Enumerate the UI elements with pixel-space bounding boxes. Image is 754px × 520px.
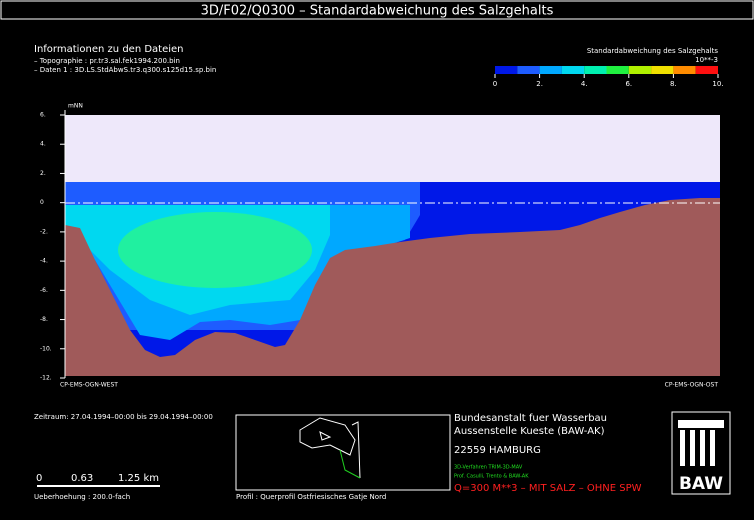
section-end: CP-EMS-OGN-WEST [60,382,118,389]
model: Prof. Casulli, Trento & BAW-AK [454,474,529,480]
map-box [235,414,451,491]
colorbar-segment [584,66,607,74]
y-tick-label: -10. [40,345,52,352]
colorbar-segment [695,66,718,74]
profile: Profil : Querprofil Ostfriesisches Gatje… [236,493,386,501]
colorbar-unit: 10**-3 [695,56,718,64]
chart-title: 3D/F02/Q0300 – Standardabweichung des Sa… [201,4,554,19]
y-tick-label: 6. [40,112,46,119]
colorbar-segment [673,66,696,74]
colorbar-segment [651,66,674,74]
y-axis-label: mNN [68,103,83,110]
y-tick-label: -4. [40,258,48,265]
exaggeration: Ueberhoehung : 200.0-fach [34,493,130,501]
colorbar-segment [495,66,518,74]
colorbar-segment [606,66,629,74]
logo-text: BAW [679,474,723,494]
logo-mark [678,420,724,466]
institute: Bundesanstalt fuer Wasserbau [454,413,607,424]
y-tick-label: 2. [40,170,46,177]
title-box [0,0,754,20]
colorbar-tick-label: 8. [670,80,677,88]
section-end: CP-EMS-OGN-OST [665,382,719,389]
y-tick-label: -2. [40,228,48,235]
colorbar-segment [628,66,652,74]
colorbar-tick-label: 10. [712,80,723,88]
y-tick-label: 0 [40,199,44,206]
institute: Aussenstelle Kueste (BAW-AK) [454,426,605,437]
institute: 22559 HAMBURG [454,445,541,456]
colorbar-segment [539,66,562,74]
y-tick-label: -6. [40,287,48,294]
scale-label: 0.63 [71,473,93,484]
colorbar-tick-label: 2. [536,80,543,88]
colorbar-segment [517,66,540,74]
period: Zeitraum: 27.04.1994–00:00 bis 29.04.199… [34,413,213,421]
region [118,212,312,288]
model: 3D-Verfahren TRIM-3D-MAV [454,465,523,471]
y-tick-label: -12. [40,375,52,382]
plot-area [65,115,720,376]
colorbar-tick-label: 0 [493,80,497,88]
scenario: Q=300 M**3 – MIT SALZ – OHNE SPW [454,483,642,494]
logo: BAW [671,411,731,495]
colorbar-segment [561,66,585,74]
colorbar-tick-label: 6. [625,80,632,88]
y-tick-label: 4. [40,141,46,148]
y-tick-label: -8. [40,316,48,323]
info-heading: Informationen zu den Dateien [34,44,184,55]
profile-line [339,449,361,479]
scale-label: 0 [36,473,42,484]
scale-label: 1.25 km [118,473,159,484]
colorbar-tick-label: 4. [581,80,588,88]
colorbar-title: Standardabweichung des Salzgehalts [587,47,719,55]
info-line: – Daten 1 : 3D.LS.StdAbwS.tr3.q300.s125d… [34,66,216,74]
map-outline [299,417,361,479]
seabed [65,198,720,376]
info-line: – Topographie : pr.tr3.sal.fek1994.200.b… [34,57,180,65]
